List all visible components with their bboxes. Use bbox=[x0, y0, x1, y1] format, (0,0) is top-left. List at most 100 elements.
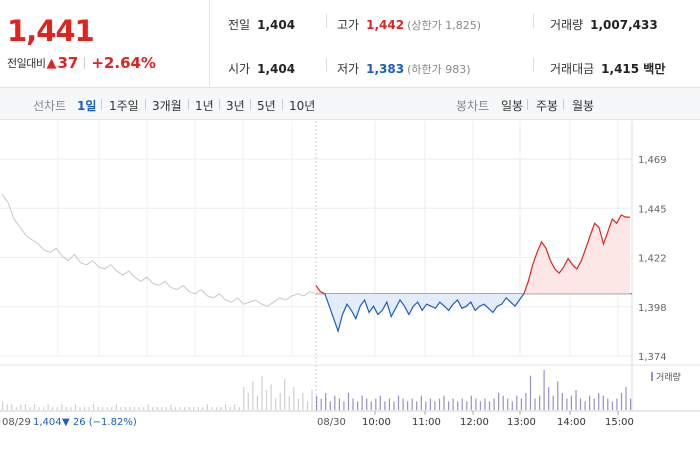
down-area-fill bbox=[316, 293, 630, 332]
volume-bar bbox=[147, 404, 149, 410]
stat-label: 저가 bbox=[337, 62, 360, 76]
volume-bar bbox=[393, 401, 395, 410]
volume-bar bbox=[225, 404, 227, 410]
divider bbox=[101, 99, 102, 110]
volume-bar bbox=[529, 375, 532, 410]
tab-weekly-candle[interactable]: 주봉 bbox=[536, 99, 559, 113]
volume-bar bbox=[165, 407, 167, 410]
volume-bar bbox=[543, 370, 545, 410]
stat-value: 1,415 백만 bbox=[601, 62, 666, 76]
volume-bar bbox=[620, 392, 623, 410]
volume-bar bbox=[316, 395, 318, 410]
prev-day-change-label: ▼ 26 (−1.82%) bbox=[62, 417, 137, 428]
volume-bar bbox=[570, 395, 572, 410]
tab-3m[interactable]: 3개월 bbox=[152, 99, 182, 113]
x-tick-label: 15:00 bbox=[605, 417, 634, 428]
stat-value: 1,383 bbox=[366, 62, 405, 76]
volume-legend-label: 거래량 bbox=[656, 371, 681, 383]
volume-bar bbox=[138, 407, 140, 410]
stat-amount: 거래대금 1,415 백만 bbox=[550, 60, 665, 77]
volume-bar bbox=[20, 404, 22, 410]
volume-bar bbox=[52, 407, 54, 410]
volume-bar bbox=[502, 395, 504, 410]
stat-label: 거래량 bbox=[550, 18, 584, 32]
volume-bar bbox=[370, 401, 372, 410]
y-tick-label: 1,445 bbox=[638, 204, 667, 215]
tab-1y[interactable]: 1년 bbox=[195, 99, 214, 113]
volume-bar bbox=[402, 398, 404, 410]
volume-bar bbox=[11, 404, 13, 410]
volume-bar bbox=[238, 407, 240, 410]
volume-bar bbox=[561, 392, 563, 410]
volume-bar bbox=[24, 404, 26, 410]
volume-bar bbox=[61, 404, 63, 410]
tab-daily-candle[interactable]: 일봉 bbox=[501, 99, 524, 113]
up-triangle-icon: ▲ bbox=[46, 55, 57, 71]
stat-value: 1,404 bbox=[257, 18, 296, 32]
y-tick-label: 1,398 bbox=[638, 303, 667, 314]
volume-bar bbox=[429, 398, 431, 410]
volume-bar bbox=[334, 395, 336, 410]
volume-bar bbox=[425, 401, 427, 410]
tab-1d[interactable]: 1일 bbox=[77, 99, 97, 113]
volume-bar bbox=[215, 407, 218, 410]
tab-monthly-candle[interactable]: 월봉 bbox=[572, 99, 595, 113]
change-amount: 37 bbox=[57, 54, 79, 72]
prev-day-date-label: 08/29 bbox=[2, 417, 31, 428]
volume-bar bbox=[320, 398, 322, 410]
x-tick-label: 10:00 bbox=[362, 417, 391, 428]
volume-bar bbox=[375, 398, 377, 410]
volume-bar bbox=[557, 381, 559, 410]
volume-bar bbox=[220, 407, 222, 410]
volume-bar bbox=[443, 395, 445, 410]
price-chart[interactable]: 1,469 1,445 1,422 1,398 1,374 거래량 08/29 1,404 ▼ … bbox=[0, 121, 700, 450]
stat-prev-close: 전일 1,404 bbox=[228, 16, 295, 33]
volume-bar bbox=[38, 407, 40, 410]
stat-label: 고가 bbox=[337, 18, 360, 32]
x-tick-label: 14:00 bbox=[557, 417, 586, 428]
volume-bar bbox=[630, 398, 632, 410]
divider bbox=[145, 99, 146, 110]
price-chart-svg[interactable]: 1,469 1,445 1,422 1,398 1,374 거래량 08/29 1,404 ▼ … bbox=[0, 121, 700, 450]
x-tick-label: 11:00 bbox=[412, 417, 441, 428]
tab-1w[interactable]: 1주일 bbox=[109, 99, 139, 113]
volume-bar bbox=[74, 404, 76, 410]
volume-bar bbox=[325, 392, 327, 410]
volume-bar bbox=[202, 407, 204, 410]
prev-day-series-line bbox=[1, 194, 317, 307]
volume-bar bbox=[293, 387, 295, 410]
up-area-fill bbox=[316, 215, 630, 294]
volume-bar bbox=[525, 392, 527, 410]
volume-bar bbox=[256, 395, 258, 410]
divider bbox=[219, 99, 220, 110]
stat-label: 시가 bbox=[228, 62, 251, 76]
line-chart-label: 선차트 bbox=[33, 99, 67, 113]
volume-bar bbox=[607, 398, 609, 410]
volume-bar bbox=[366, 398, 368, 410]
volume-bar bbox=[102, 407, 104, 410]
today-series-line-up bbox=[315, 214, 630, 294]
volume-bar bbox=[411, 398, 413, 410]
volume-bar bbox=[616, 398, 618, 410]
volume-bar bbox=[193, 407, 195, 410]
volume-bar bbox=[448, 401, 450, 410]
volume-bar bbox=[534, 398, 536, 410]
volume-bar bbox=[234, 404, 236, 410]
volume-bar bbox=[275, 398, 277, 410]
volume-bar bbox=[384, 401, 386, 410]
volume-bar bbox=[397, 395, 400, 410]
volume-bar bbox=[261, 375, 263, 410]
volume-bar bbox=[43, 407, 45, 410]
tab-10y[interactable]: 10년 bbox=[289, 99, 316, 113]
volume-bar bbox=[265, 390, 268, 410]
candle-chart-label: 봉차트 bbox=[456, 99, 490, 113]
volume-bar bbox=[252, 381, 254, 410]
today-series-line-down bbox=[323, 293, 525, 334]
volume-bar bbox=[416, 401, 418, 410]
volume-bar bbox=[311, 390, 313, 410]
volume-bar bbox=[88, 407, 90, 410]
volume-bar bbox=[79, 407, 81, 410]
tab-5y[interactable]: 5년 bbox=[257, 99, 276, 113]
price-change: 전일대비 ▲ 37 +2.64% bbox=[7, 54, 156, 72]
tab-3y[interactable]: 3년 bbox=[226, 99, 245, 113]
